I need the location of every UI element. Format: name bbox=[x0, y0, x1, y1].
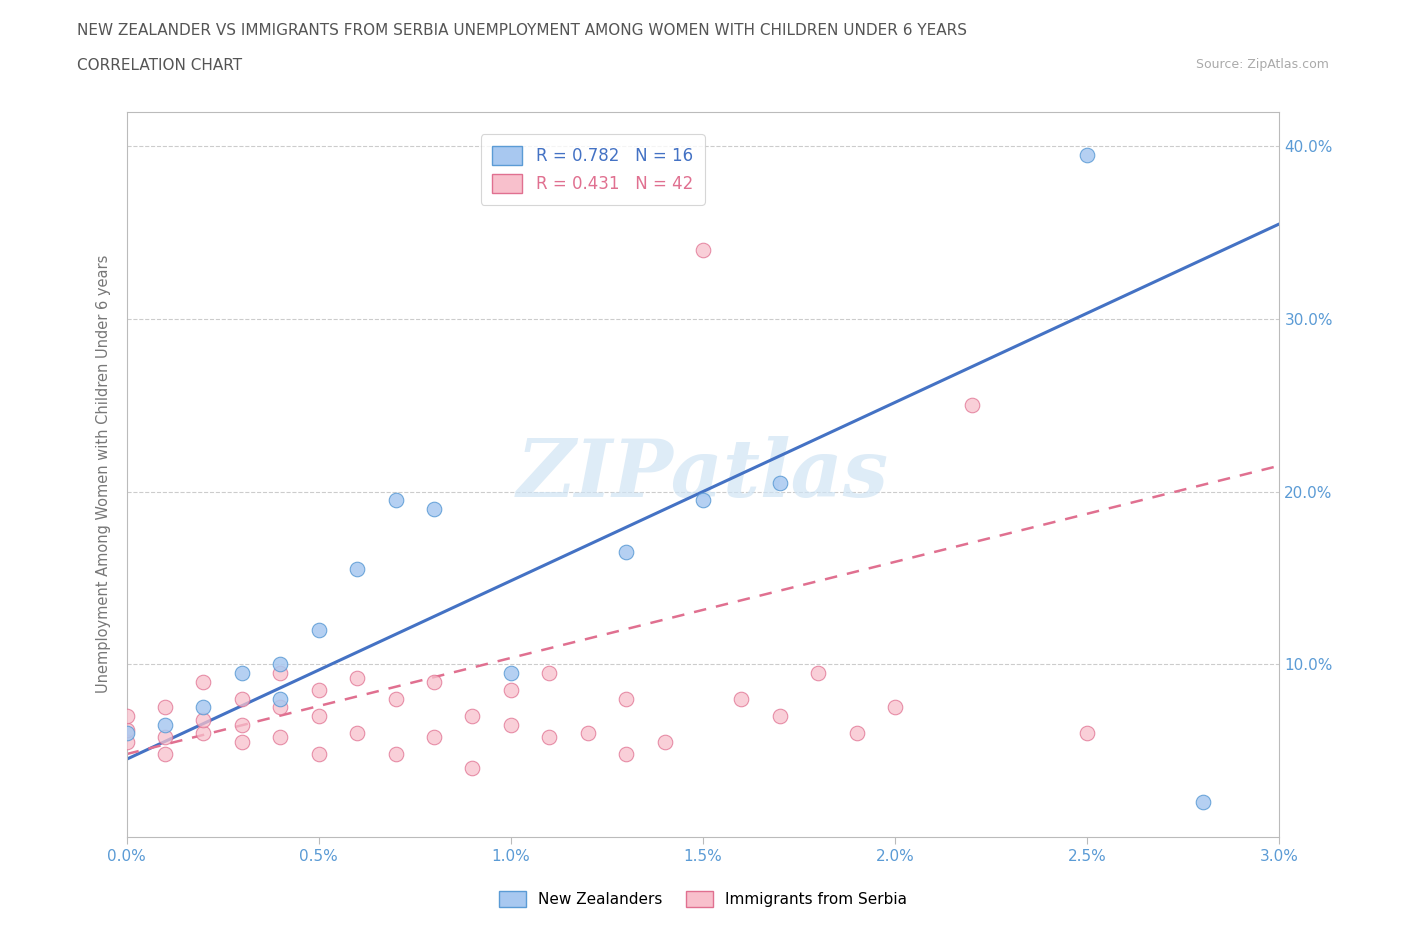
Point bbox=[845, 726, 868, 741]
Point bbox=[269, 691, 291, 706]
Point bbox=[231, 666, 253, 681]
Point bbox=[423, 729, 446, 744]
Point bbox=[884, 700, 907, 715]
Legend: R = 0.782   N = 16, R = 0.431   N = 42: R = 0.782 N = 16, R = 0.431 N = 42 bbox=[481, 135, 704, 205]
Point bbox=[384, 747, 406, 762]
Point bbox=[499, 683, 522, 698]
Point bbox=[384, 493, 406, 508]
Point bbox=[269, 729, 291, 744]
Text: NEW ZEALANDER VS IMMIGRANTS FROM SERBIA UNEMPLOYMENT AMONG WOMEN WITH CHILDREN U: NEW ZEALANDER VS IMMIGRANTS FROM SERBIA … bbox=[77, 23, 967, 38]
Point bbox=[153, 729, 176, 744]
Point bbox=[346, 726, 368, 741]
Point bbox=[269, 700, 291, 715]
Point bbox=[193, 726, 215, 741]
Point bbox=[960, 398, 983, 413]
Point bbox=[115, 723, 138, 737]
Point bbox=[614, 747, 637, 762]
Point bbox=[346, 562, 368, 577]
Point bbox=[1076, 147, 1098, 162]
Point bbox=[115, 709, 138, 724]
Point bbox=[308, 709, 330, 724]
Point bbox=[499, 666, 522, 681]
Point bbox=[461, 709, 484, 724]
Point bbox=[153, 747, 176, 762]
Point bbox=[384, 691, 406, 706]
Y-axis label: Unemployment Among Women with Children Under 6 years: Unemployment Among Women with Children U… bbox=[96, 255, 111, 694]
Point bbox=[461, 761, 484, 776]
Point bbox=[576, 726, 599, 741]
Point bbox=[654, 735, 676, 750]
Point bbox=[231, 717, 253, 732]
Text: Source: ZipAtlas.com: Source: ZipAtlas.com bbox=[1195, 58, 1329, 71]
Point bbox=[692, 243, 714, 258]
Text: ZIPatlas: ZIPatlas bbox=[517, 435, 889, 513]
Point bbox=[807, 666, 830, 681]
Point bbox=[153, 700, 176, 715]
Point bbox=[1076, 726, 1098, 741]
Point bbox=[423, 501, 446, 516]
Point bbox=[730, 691, 752, 706]
Point bbox=[499, 717, 522, 732]
Point bbox=[692, 493, 714, 508]
Point bbox=[308, 747, 330, 762]
Point bbox=[115, 726, 138, 741]
Point bbox=[269, 666, 291, 681]
Point bbox=[308, 622, 330, 637]
Point bbox=[308, 683, 330, 698]
Text: CORRELATION CHART: CORRELATION CHART bbox=[77, 58, 242, 73]
Point bbox=[769, 475, 792, 490]
Point bbox=[769, 709, 792, 724]
Point bbox=[614, 545, 637, 560]
Point bbox=[193, 712, 215, 727]
Point bbox=[231, 691, 253, 706]
Point bbox=[346, 671, 368, 685]
Point bbox=[153, 717, 176, 732]
Point bbox=[231, 735, 253, 750]
Point bbox=[193, 700, 215, 715]
Point bbox=[614, 691, 637, 706]
Point bbox=[193, 674, 215, 689]
Point bbox=[115, 735, 138, 750]
Legend: New Zealanders, Immigrants from Serbia: New Zealanders, Immigrants from Serbia bbox=[492, 884, 914, 913]
Point bbox=[538, 666, 561, 681]
Point bbox=[538, 729, 561, 744]
Point bbox=[423, 674, 446, 689]
Point bbox=[269, 657, 291, 671]
Point bbox=[1191, 795, 1213, 810]
